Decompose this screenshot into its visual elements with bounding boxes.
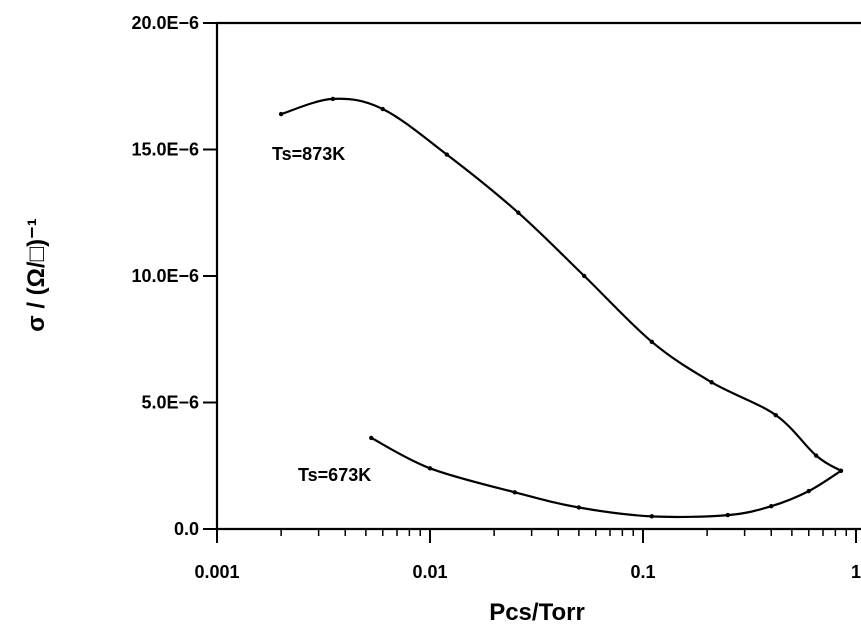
data-series [278,96,844,519]
data-point-ts-873k [649,339,655,344]
data-point-ts-873k [444,152,450,157]
tick-marks [203,22,857,543]
data-point-ts-873k [380,106,385,112]
curve-label: Ts=673K [298,465,371,485]
data-point-ts-873k [516,210,521,215]
data-point-ts-673k [427,466,433,471]
x-tick-label: 1 [851,562,861,582]
data-point-ts-673k [838,468,844,474]
y-tick-label: 0.0 [174,519,199,539]
data-point-ts-673k [576,505,582,510]
curve-label: Ts=873K [272,144,345,164]
data-point-ts-673k [806,488,811,494]
data-point-ts-873k [278,111,284,117]
x-tick-label: 0.01 [412,562,447,582]
data-point-ts-873k [582,273,587,279]
y-axis-title: σ / (Ω/□)⁻¹ [23,218,50,331]
x-tick-label: 0.001 [194,562,239,582]
data-point-ts-673k [649,514,655,519]
x-tick-label: 0.1 [630,562,655,582]
y-tick-label: 5.0E−6 [141,393,199,413]
data-point-ts-673k [369,435,374,441]
y-tick-label: 10.0E−6 [131,266,199,286]
data-point-ts-673k [512,490,517,495]
axes [215,21,861,531]
series-line-ts-873k [280,97,842,472]
data-point-ts-873k [773,412,778,418]
y-tick-label: 15.0E−6 [131,140,199,160]
data-point-ts-873k [330,96,336,102]
x-axis-title: Pcs/Torr [489,599,585,626]
data-point-ts-673k [725,512,730,518]
annotations: Ts=873K Ts=673K [272,144,371,485]
data-point-ts-673k [769,504,774,509]
data-point-ts-873k [813,453,819,458]
y-tick-label: 20.0E−6 [131,13,199,33]
data-point-ts-873k [709,380,714,385]
series-line-ts-673k [370,436,842,519]
tick-labels: 0.0 5.0E−6 10.0E−6 15.0E−6 20.0E−6 0.001 0.01 0… [131,13,861,582]
